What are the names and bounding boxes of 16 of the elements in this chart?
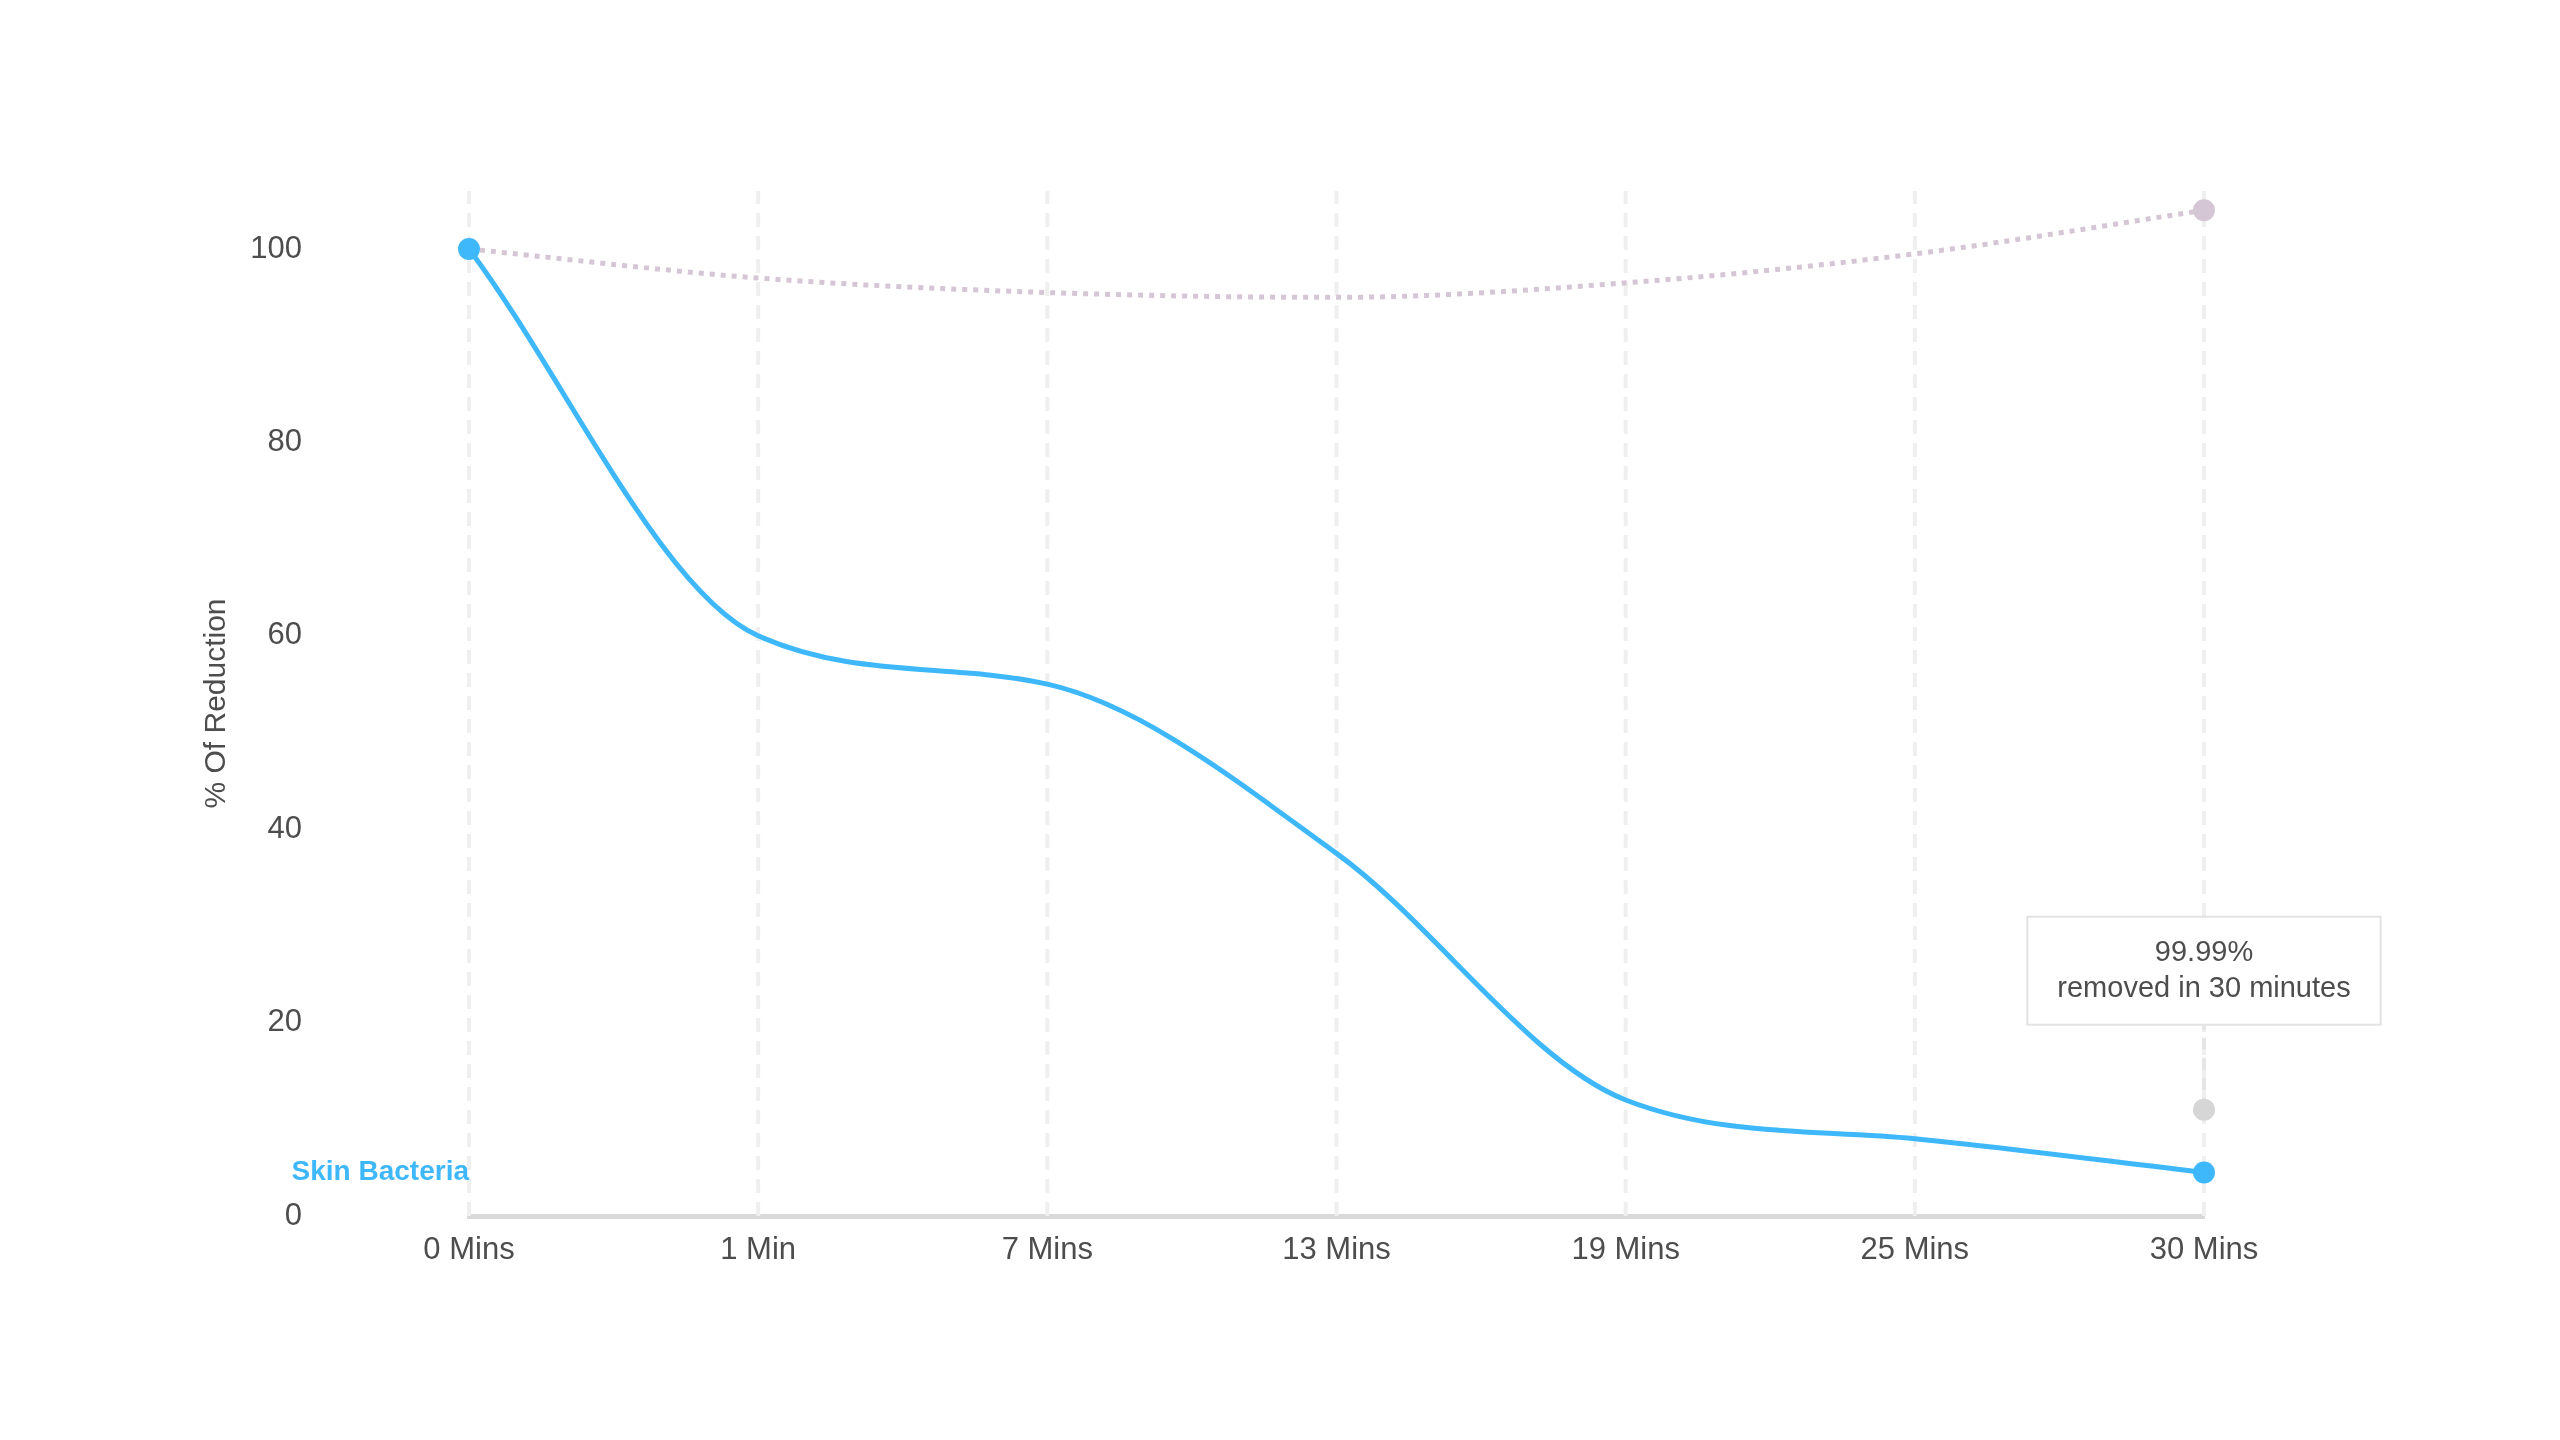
x-tick-label: 13 Mins [1282,1231,1391,1267]
x-tick-label: 1 Min [720,1231,797,1267]
y-tick-label: 40 [267,809,302,845]
y-axis-title: % Of Reduction [198,598,232,809]
x-tick-label: 7 Mins [1001,1231,1093,1267]
y-tick-label: 60 [267,616,302,652]
annotation: 99.99% removed in 30 minutes [2057,934,2351,1003]
x-tick-label: 19 Mins [1571,1231,1680,1267]
y-tick-label: 20 [267,1003,302,1039]
x-tick-label: 25 Mins [1860,1231,1970,1267]
y-tick-label: 80 [267,422,302,458]
y-tick-label: 0 [284,1196,302,1232]
x-tick-label: 30 Mins [2149,1231,2259,1267]
text: Skin Bacteria [291,1155,470,1187]
y-tick-label: 100 [250,229,302,265]
x-tick-label: 0 Mins [423,1231,515,1267]
